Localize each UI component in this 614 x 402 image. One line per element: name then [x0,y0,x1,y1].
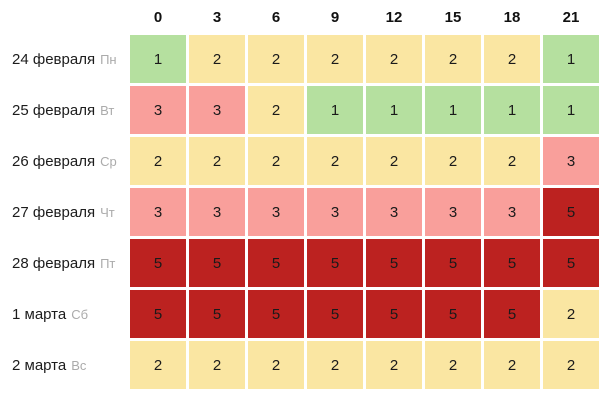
column-header-hour-12: 12 [385,8,403,26]
row-weekday: Сб [71,307,89,322]
heatmap-cell: 2 [307,137,363,185]
column-header-hour-9: 9 [330,8,340,26]
row-date: 2 марта [12,356,67,374]
heatmap-cell: 1 [307,86,363,134]
heatmap-cell: 2 [425,137,481,185]
column-header-hour-18: 18 [503,8,521,26]
column-header-hour-15: 15 [444,8,462,26]
heatmap-cell: 3 [130,188,186,236]
column-header-hour-6: 6 [271,8,281,26]
row-label: 25 февраля Вт [12,86,127,134]
row-date: 27 февраля [12,203,96,221]
heatmap-cell: 5 [425,290,481,338]
heatmap-cell: 3 [307,188,363,236]
heatmap-cell: 2 [484,341,540,389]
row-weekday: Ср [100,154,117,169]
heatmap-cell: 2 [425,35,481,83]
heatmap-cell: 2 [366,341,422,389]
heatmap-cell: 1 [484,86,540,134]
column-header-hour-3: 3 [212,8,222,26]
heatmap-cell: 2 [307,35,363,83]
kp-forecast-heatmap: 0 3 6 9 12 15 18 21 24 февраля Пн 1 2 2 2 2 2 2 1 25 февра… [12,2,599,389]
heatmap-cell: 5 [543,188,599,236]
heatmap-cell: 1 [130,35,186,83]
heatmap-cell: 3 [484,188,540,236]
heatmap-cell: 5 [189,239,245,287]
heatmap-cell: 5 [543,239,599,287]
heatmap-cell: 5 [484,239,540,287]
row-label: 2 марта Вс [12,341,127,389]
heatmap-cell: 3 [130,86,186,134]
row-weekday: Вт [100,103,115,118]
heatmap-cell: 2 [189,341,245,389]
heatmap-cell: 2 [248,137,304,185]
row-weekday: Чт [100,205,115,220]
row-weekday: Вс [71,358,87,373]
heatmap-cell: 3 [543,137,599,185]
row-date: 26 февраля [12,152,96,170]
heatmap-cell: 2 [484,35,540,83]
row-weekday: Пт [100,256,116,271]
heatmap-cell: 5 [248,239,304,287]
heatmap-cell: 2 [248,341,304,389]
heatmap-cell: 2 [543,290,599,338]
column-header-hour-21: 21 [562,8,580,26]
heatmap-cell: 2 [484,137,540,185]
heatmap-cell: 1 [543,86,599,134]
heatmap-cell: 2 [248,86,304,134]
heatmap-cell: 5 [307,290,363,338]
row-label: 24 февраля Пн [12,35,127,83]
heatmap-cell: 2 [189,35,245,83]
heatmap-cell: 2 [425,341,481,389]
heatmap-cell: 2 [366,137,422,185]
heatmap-cell: 2 [189,137,245,185]
heatmap-cell: 5 [484,290,540,338]
heatmap-cell: 5 [425,239,481,287]
column-header-hour-0: 0 [153,8,163,26]
row-date: 25 февраля [12,101,96,119]
heatmap-cell: 5 [130,239,186,287]
heatmap-cell: 5 [248,290,304,338]
row-label: 1 марта Сб [12,290,127,338]
heatmap-cell: 2 [307,341,363,389]
heatmap-cell: 1 [366,86,422,134]
heatmap-cell: 2 [543,341,599,389]
heatmap-cell: 2 [366,35,422,83]
heatmap-cell: 3 [189,86,245,134]
heatmap-cell: 3 [425,188,481,236]
row-date: 1 марта [12,305,67,323]
corner-spacer [12,2,127,32]
heatmap-cell: 5 [366,290,422,338]
heatmap-cell: 2 [130,341,186,389]
row-date: 24 февраля [12,50,96,68]
row-date: 28 февраля [12,254,96,272]
heatmap-cell: 3 [248,188,304,236]
row-label: 27 февраля Чт [12,188,127,236]
heatmap-cell: 2 [130,137,186,185]
heatmap-cell: 3 [366,188,422,236]
row-label: 28 февраля Пт [12,239,127,287]
heatmap-cell: 3 [189,188,245,236]
heatmap-cell: 5 [366,239,422,287]
heatmap-cell: 2 [248,35,304,83]
heatmap-cell: 5 [189,290,245,338]
row-weekday: Пн [100,52,117,67]
heatmap-cell: 1 [543,35,599,83]
row-label: 26 февраля Ср [12,137,127,185]
heatmap-cell: 5 [307,239,363,287]
heatmap-cell: 1 [425,86,481,134]
heatmap-cell: 5 [130,290,186,338]
